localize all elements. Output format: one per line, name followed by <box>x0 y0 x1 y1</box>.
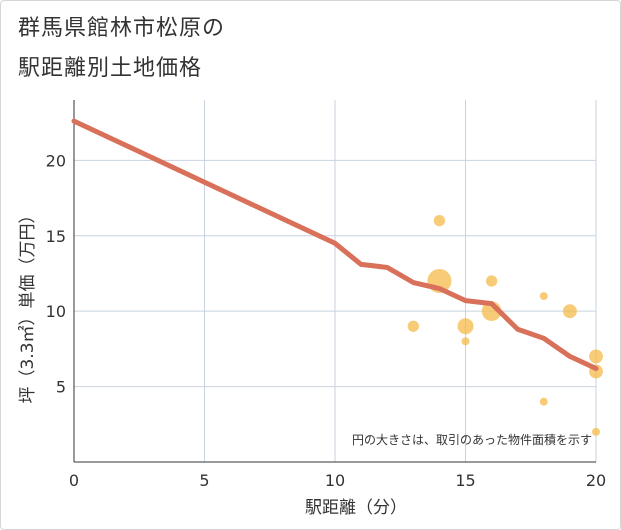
x-tick-label: 15 <box>455 471 475 490</box>
y-axis-label: 坪（3.3㎡）単価（万円） <box>18 206 38 403</box>
y-tick-label: 15 <box>46 227 66 246</box>
bubble-point <box>485 275 498 287</box>
x-tick-label: 5 <box>199 471 209 490</box>
y-tick-label: 20 <box>46 151 66 170</box>
axes <box>73 100 596 463</box>
y-tick-label: 5 <box>56 378 66 397</box>
trend-line <box>71 118 599 371</box>
trend-series <box>71 118 599 371</box>
bubble-point <box>589 349 603 364</box>
bubble-point <box>461 337 470 346</box>
chart-title-line-2: 駅距離別土地価格 <box>18 56 203 81</box>
bubble-size-note: 円の大きさは、取引のあった物件面積を示す <box>352 432 592 447</box>
chart-title-line-1: 群馬県館林市松原の <box>18 16 226 41</box>
bubble-point <box>457 318 474 335</box>
grid-lines <box>74 100 597 462</box>
bubble-point <box>407 320 419 332</box>
bubble-point <box>539 397 548 406</box>
bubble-point <box>592 427 600 436</box>
x-tick-label: 10 <box>325 471 345 490</box>
y-tick-label: 10 <box>46 302 66 321</box>
x-axis-label: 駅距離（分） <box>305 498 407 518</box>
bubble-series <box>407 215 603 436</box>
bubble-point <box>562 304 577 319</box>
bubble-point <box>539 292 548 301</box>
x-tick-label: 20 <box>586 471 606 490</box>
x-tick-label: 0 <box>69 471 79 490</box>
bubble-point <box>433 215 446 227</box>
tick-labels: 0 5 10 15 20 5 10 15 20 <box>46 151 607 490</box>
